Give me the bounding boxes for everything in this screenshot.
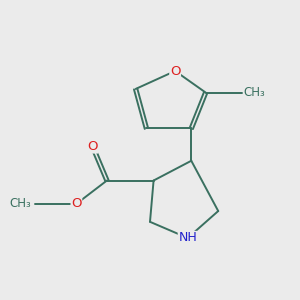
Text: NH: NH	[178, 232, 197, 244]
Text: O: O	[170, 64, 180, 77]
Text: O: O	[71, 197, 82, 210]
Text: O: O	[87, 140, 98, 153]
Text: CH₃: CH₃	[243, 86, 265, 99]
Text: CH₃: CH₃	[10, 197, 32, 210]
